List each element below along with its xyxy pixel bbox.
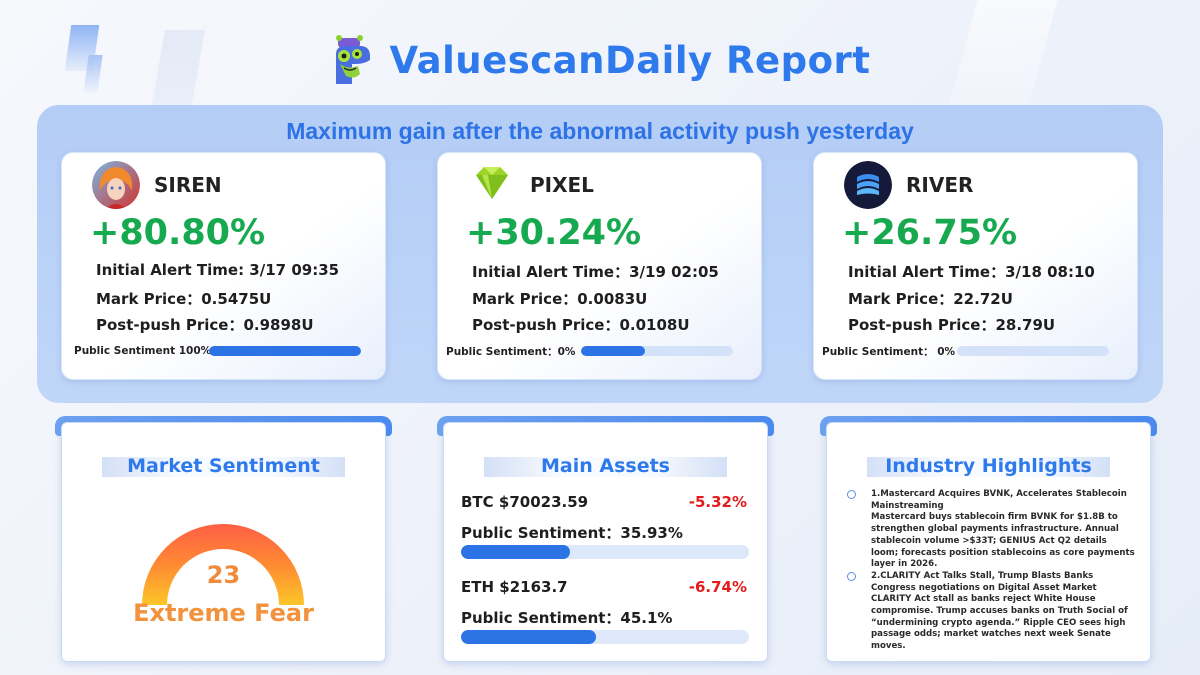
asset-sentiment-bar xyxy=(461,545,749,559)
token-card-pixel[interactable]: PIXEL +30.24% Initial Alert Time：3/19 02… xyxy=(437,152,762,380)
token-gain: +80.80% xyxy=(90,213,266,253)
mark-price: Mark Price：0.0083U xyxy=(472,290,648,308)
monster-mascot-icon xyxy=(330,34,376,86)
alert-time: Initial Alert Time：3/18 08:10 xyxy=(848,263,1095,281)
sentiment-label: Extreme Fear xyxy=(133,599,314,627)
asset-sentiment: Public Sentiment：35.93% xyxy=(461,524,683,542)
token-name: RIVER xyxy=(906,173,974,197)
sentiment-label: Public Sentiment： 0% xyxy=(822,345,956,358)
river-wave-icon xyxy=(844,161,892,209)
card-title: Market Sentiment xyxy=(127,455,320,477)
asset-sentiment-bar xyxy=(461,630,749,644)
mark-price: Mark Price：22.72U xyxy=(848,290,1013,308)
token-name: PIXEL xyxy=(530,173,594,197)
token-card-river[interactable]: RIVER +26.75% Initial Alert Time：3/18 08… xyxy=(813,152,1138,380)
circle-bullet-icon xyxy=(847,571,856,581)
news-body: Mastercard buys stablecoin firm BVNK for… xyxy=(871,512,1135,570)
asset-symbol-price: ETH $2163.7 xyxy=(461,578,568,596)
post-push-price: Post-push Price：0.9898U xyxy=(96,316,314,334)
news-list: 1.Mastercard Acquires BVNK, Accelerates … xyxy=(847,489,1136,653)
asset-symbol-price: BTC $70023.59 xyxy=(461,493,589,511)
alert-time: Initial Alert Time: 3/17 09:35 xyxy=(96,261,340,279)
news-headline: 2.CLARITY Act Talks Stall, Trump Blasts … xyxy=(871,570,1094,581)
token-name: SIREN xyxy=(154,173,222,197)
sentiment-bar xyxy=(581,346,733,356)
token-card-siren[interactable]: SIREN +80.80% Initial Alert Time: 3/17 0… xyxy=(61,152,386,380)
siren-avatar-icon xyxy=(92,161,140,209)
market-sentiment-card: Market Sentiment 23 Extreme Fear xyxy=(55,416,392,662)
asset-row-btc[interactable]: BTC $70023.59 -5.32% xyxy=(461,493,747,511)
industry-highlights-card: Industry Highlights 1.Mastercard Acquire… xyxy=(820,416,1157,662)
token-gain: +30.24% xyxy=(466,213,642,253)
sentiment-value: 23 xyxy=(206,561,241,589)
card-title: Industry Highlights xyxy=(885,455,1092,477)
alert-time: Initial Alert Time：3/19 02:05 xyxy=(472,263,719,281)
news-headline: 1.Mastercard Acquires BVNK, Accelerates … xyxy=(871,489,1127,511)
news-body: Congress negotiations on Digital Asset M… xyxy=(871,582,1128,652)
post-push-price: Post-push Price：28.79U xyxy=(848,316,1056,334)
card-title: Main Assets xyxy=(541,455,670,477)
asset-row-eth[interactable]: ETH $2163.7 -6.74% xyxy=(461,578,747,596)
news-item[interactable]: 1.Mastercard Acquires BVNK, Accelerates … xyxy=(847,489,1136,571)
title-decoration xyxy=(484,457,727,477)
green-gem-icon xyxy=(468,161,516,209)
panel-title: Maximum gain after the abnormal activity… xyxy=(286,118,914,144)
report-header: ValuescanDaily Report xyxy=(0,30,1200,90)
sentiment-label: Public Sentiment：0% xyxy=(446,345,576,358)
sentiment-label: Public Sentiment 100% xyxy=(74,345,212,357)
report-title: ValuescanDaily Report xyxy=(389,38,871,82)
post-push-price: Post-push Price：0.0108U xyxy=(472,316,690,334)
title-decoration xyxy=(102,457,345,477)
asset-change: -6.74% xyxy=(688,578,747,596)
top-gainers-panel: Maximum gain after the abnormal activity… xyxy=(37,105,1163,403)
asset-sentiment: Public Sentiment：45.1% xyxy=(461,609,673,627)
circle-bullet-icon xyxy=(847,490,856,499)
title-decoration xyxy=(867,457,1110,477)
mark-price: Mark Price：0.5475U xyxy=(96,290,272,308)
token-gain: +26.75% xyxy=(842,213,1018,253)
sentiment-bar xyxy=(957,346,1109,356)
asset-change: -5.32% xyxy=(688,493,747,511)
sentiment-gauge xyxy=(142,524,304,605)
news-item[interactable]: 2.CLARITY Act Talks Stall, Trump Blasts … xyxy=(847,571,1136,653)
sentiment-bar xyxy=(209,346,361,356)
main-assets-card: Main Assets BTC $70023.59 -5.32% Public … xyxy=(437,416,774,662)
